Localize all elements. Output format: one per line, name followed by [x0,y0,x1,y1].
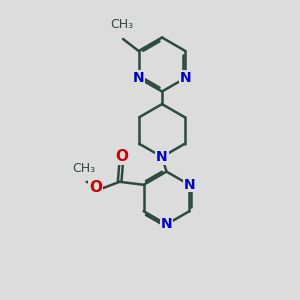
Text: O: O [115,149,128,164]
Text: CH₃: CH₃ [110,18,133,31]
Text: N: N [156,150,168,164]
Text: CH₃: CH₃ [72,162,95,175]
Text: N: N [133,71,144,85]
Text: N: N [180,71,191,85]
Text: N: N [184,178,195,192]
Text: N: N [161,218,172,231]
Text: O: O [89,180,102,195]
